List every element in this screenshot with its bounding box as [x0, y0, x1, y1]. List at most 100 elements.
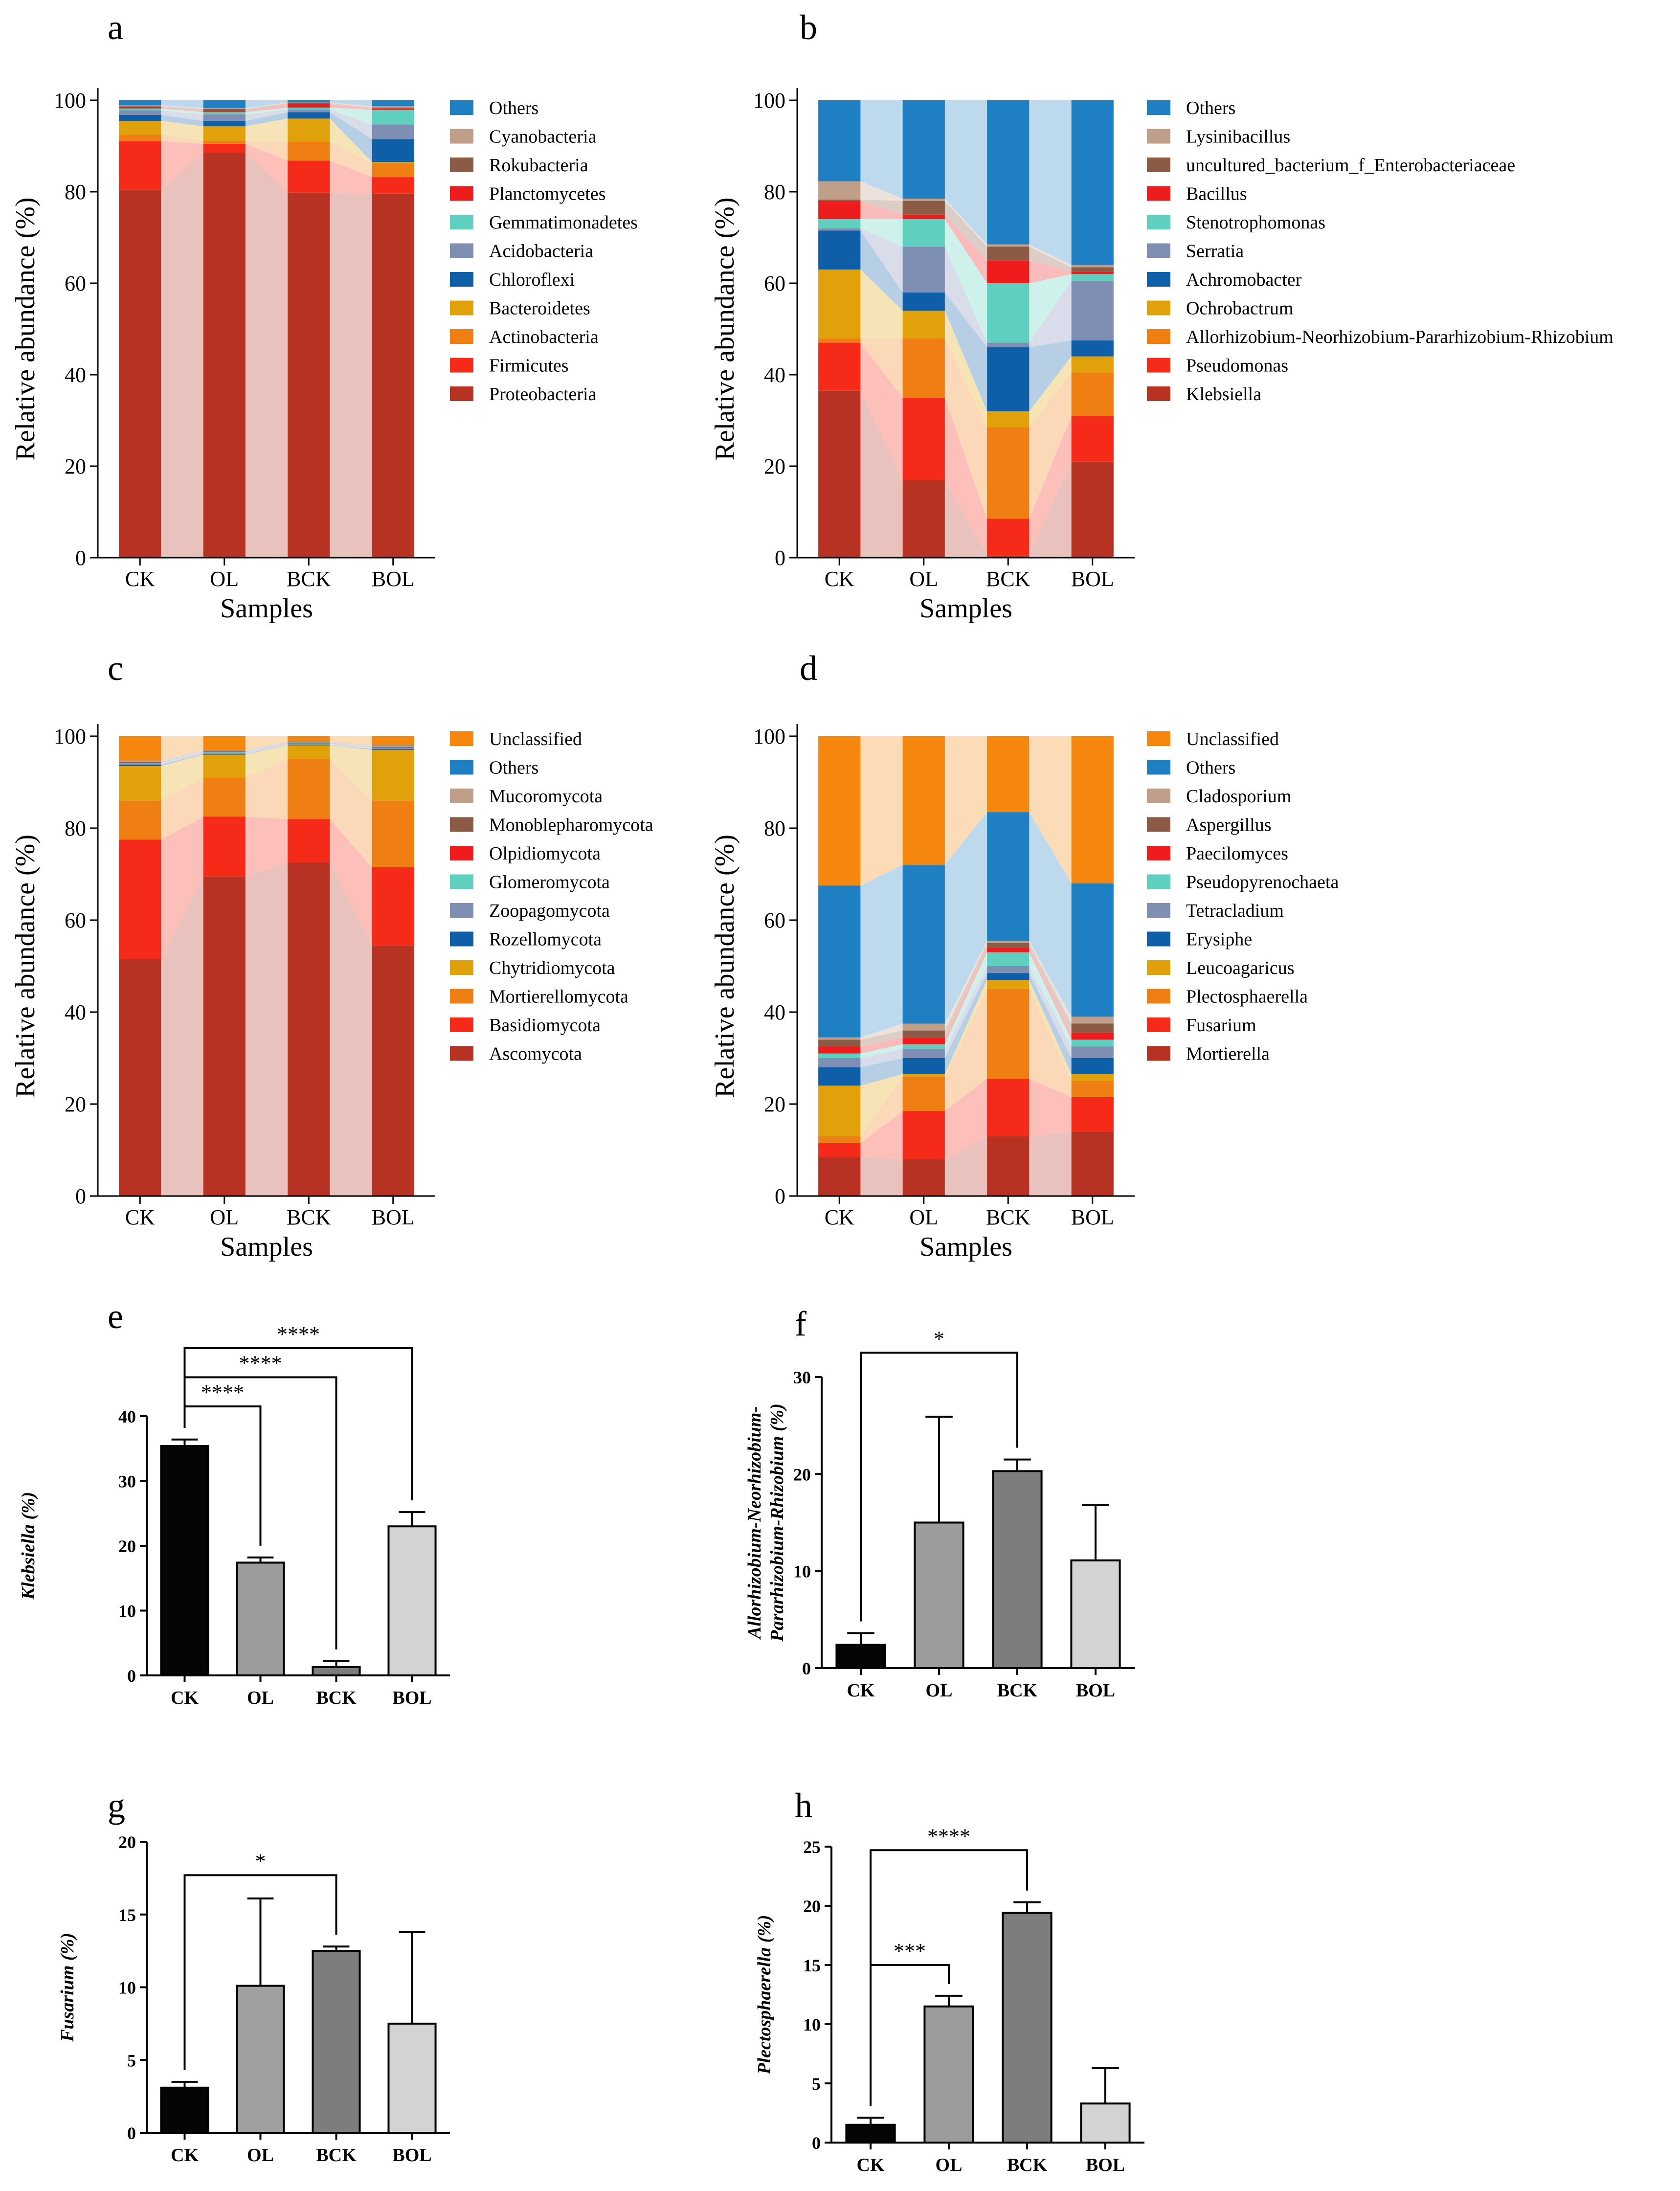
bar-segment	[818, 885, 861, 1038]
x-tick-label: CK	[857, 2155, 885, 2175]
bar-segment	[987, 989, 1030, 1079]
flow-band	[860, 736, 903, 886]
bar-segment	[203, 816, 246, 877]
bar-segment	[203, 752, 246, 754]
flow-band	[330, 745, 372, 750]
flow-band	[245, 743, 288, 752]
flow-band	[330, 743, 372, 748]
panel-letter: d	[800, 649, 817, 688]
bar-segment	[818, 1058, 861, 1067]
legend-swatch	[1147, 158, 1170, 172]
panel-letter: g	[108, 1786, 125, 1825]
legend-swatch	[450, 789, 473, 803]
bar-segment	[372, 106, 414, 108]
flow-band	[944, 973, 987, 1074]
y-tick-label: 0	[127, 2123, 136, 2143]
y-tick-label: 10	[803, 2015, 821, 2034]
y-tick-label: 30	[118, 1472, 136, 1491]
y-tick-label: 60	[65, 908, 86, 932]
bar-segment	[203, 111, 246, 113]
legend-label: Others	[489, 758, 538, 778]
panel-b: b 0 20 40 60 80 100 CK OL BCK BOL Samples Relative a…	[710, 8, 1613, 624]
y-tick-label: 20	[803, 1897, 821, 1916]
legend-swatch	[1147, 100, 1170, 115]
bar-segment	[203, 876, 246, 1196]
y-tick-label: 20	[65, 1092, 86, 1116]
flow-band	[245, 104, 288, 113]
legend-swatch	[1147, 960, 1170, 975]
y-axis-title: Plectosphaerella (%)	[754, 1915, 775, 2075]
flow-band	[1029, 966, 1072, 1058]
flow-band	[161, 816, 203, 959]
bar-segment	[372, 108, 414, 110]
bar-segment	[203, 752, 246, 753]
legend-swatch	[450, 129, 473, 144]
x-tick-label: BOL	[1076, 1680, 1115, 1701]
flow-band	[330, 744, 372, 748]
x-tick-label: BCK	[986, 567, 1030, 591]
panel-letter: c	[108, 649, 123, 688]
legend-swatch	[1147, 903, 1170, 918]
flow-band	[330, 862, 372, 1196]
legend-swatch	[450, 817, 473, 832]
flow-band	[1029, 356, 1072, 428]
bar-segment	[1071, 1097, 1114, 1132]
legend-swatch	[1147, 846, 1170, 860]
bar-segment	[288, 743, 330, 744]
flow-band	[860, 230, 903, 311]
legend-swatch	[1147, 989, 1170, 1004]
bar-segment	[902, 1058, 945, 1074]
bar-segment	[818, 342, 861, 391]
flow-band	[161, 121, 203, 141]
bar-segment	[372, 750, 414, 801]
legend-swatch	[1147, 874, 1170, 889]
flow-band	[245, 744, 288, 753]
bar-segment	[818, 1157, 861, 1196]
bar-segment	[119, 189, 161, 558]
flow-band	[330, 103, 372, 109]
legend-label: Ascomycota	[489, 1044, 582, 1064]
y-tick-label: 30	[793, 1368, 811, 1387]
bar-segment	[203, 754, 246, 778]
legend-swatch	[450, 903, 473, 918]
flow-band	[161, 876, 203, 1196]
bar-segment	[818, 219, 861, 228]
legend-label: Firmicutes	[489, 356, 569, 376]
bar-segment	[902, 1023, 945, 1031]
bar-segment	[119, 763, 161, 765]
bar-segment	[372, 747, 414, 748]
bar	[1080, 2102, 1131, 2144]
x-tick-label: BCK	[1007, 2155, 1048, 2175]
bar-segment	[818, 230, 861, 270]
bar-segment	[203, 126, 246, 141]
flow-band	[860, 1023, 903, 1040]
flow-band	[944, 943, 987, 1038]
flow-band	[245, 153, 288, 558]
y-tick-label: 80	[764, 180, 785, 204]
legend-label: Serratia	[1186, 241, 1244, 262]
legend-label: uncultured_bacterium_f_Enterobacteriacea…	[1186, 155, 1515, 176]
y-tick-label: 60	[764, 271, 785, 295]
bar-segment	[372, 107, 414, 109]
legend-label: Erysiphe	[1186, 929, 1252, 950]
x-tick-label: CK	[171, 2145, 199, 2166]
y-tick-label: 20	[118, 1536, 136, 1556]
legend-label: Pseudopyrenochaeta	[1186, 872, 1339, 893]
x-tick-label: OL	[909, 1205, 938, 1229]
flow-band	[1029, 281, 1072, 347]
bar-segment	[902, 338, 945, 398]
flow-band	[161, 141, 203, 190]
bar-segment	[987, 980, 1030, 989]
flow-band	[161, 752, 203, 765]
flow-band	[330, 744, 372, 749]
legend-swatch	[1147, 1046, 1170, 1061]
legend-label: Others	[1186, 98, 1235, 118]
bar-segment	[902, 292, 945, 311]
bar-segment	[1071, 1046, 1114, 1058]
flow-band	[330, 118, 372, 164]
legend-label: Unclassified	[489, 729, 582, 749]
legend-swatch	[450, 272, 473, 287]
flow-band	[245, 118, 288, 142]
flow-band	[860, 269, 903, 339]
